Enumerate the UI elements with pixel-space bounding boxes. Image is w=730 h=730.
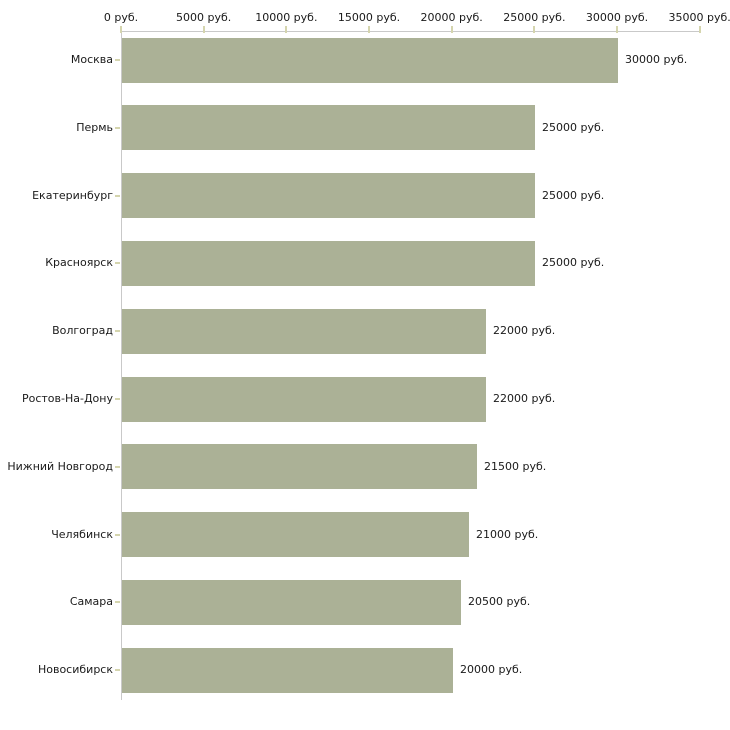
bar-value-label: 25000 руб. bbox=[542, 188, 605, 202]
bar-value-label: 30000 руб. bbox=[625, 53, 688, 66]
x-axis-tick-label: 15000 руб. bbox=[337, 11, 401, 24]
x-axis-tick bbox=[368, 26, 370, 33]
bar bbox=[122, 512, 469, 558]
y-axis-tick bbox=[115, 465, 120, 468]
x-axis-tick-label: 25000 руб. bbox=[503, 11, 566, 24]
category-label: Нижний Новгород bbox=[7, 459, 113, 473]
category-label: Волгоград bbox=[52, 324, 113, 338]
category-label: Пермь bbox=[76, 120, 113, 134]
bar-value-label: 20500 руб. bbox=[468, 595, 531, 609]
bar-value-label: 25000 руб. bbox=[542, 120, 605, 134]
category-label: Челябинск bbox=[51, 527, 113, 541]
bar bbox=[122, 105, 535, 151]
x-axis-tick bbox=[202, 26, 205, 33]
x-axis-tick bbox=[698, 26, 701, 33]
x-axis-tick-label: 20000 руб. bbox=[420, 11, 483, 24]
category-label: Самара bbox=[69, 595, 113, 609]
x-axis-tick bbox=[616, 26, 618, 33]
y-axis-line bbox=[121, 31, 122, 700]
category-label: Новосибирск bbox=[37, 663, 113, 677]
bar bbox=[122, 240, 535, 286]
y-axis-tick bbox=[115, 533, 120, 536]
bar-value-label: 21000 руб. bbox=[476, 527, 539, 541]
bar-value-label: 21500 руб. bbox=[484, 459, 547, 473]
x-axis-tick bbox=[285, 26, 288, 33]
bar bbox=[122, 37, 618, 83]
bar bbox=[122, 173, 535, 219]
category-label: Москва bbox=[70, 53, 113, 66]
bar bbox=[122, 444, 477, 490]
bar-value-label: 25000 руб. bbox=[542, 256, 605, 270]
category-label: Ростов-На-Дону bbox=[21, 392, 113, 405]
x-axis-tick bbox=[120, 26, 122, 33]
x-axis-tick-label: 5000 руб. bbox=[176, 11, 232, 24]
y-axis-tick bbox=[115, 126, 120, 129]
category-label: Екатеринбург bbox=[32, 188, 113, 202]
bar bbox=[122, 579, 461, 625]
bar bbox=[122, 308, 486, 354]
y-axis-tick bbox=[115, 330, 120, 333]
x-axis-tick-label: 35000 руб. bbox=[668, 11, 730, 24]
y-axis-tick bbox=[115, 398, 120, 400]
x-axis-tick bbox=[533, 26, 536, 33]
y-axis-tick bbox=[115, 669, 120, 672]
y-axis-tick bbox=[115, 59, 120, 61]
x-axis-tick bbox=[450, 26, 453, 33]
y-axis-tick bbox=[115, 601, 120, 604]
x-axis-line bbox=[121, 31, 701, 32]
x-axis-tick-label: 10000 руб. bbox=[255, 11, 318, 24]
bar-value-label: 22000 руб. bbox=[493, 392, 556, 405]
y-axis-tick bbox=[115, 262, 120, 265]
y-axis-tick bbox=[115, 194, 120, 197]
bar-value-label: 22000 руб. bbox=[493, 324, 556, 338]
category-label: Красноярск bbox=[45, 256, 113, 270]
bar-value-label: 20000 руб. bbox=[460, 663, 523, 677]
x-axis-tick-label: 30000 руб. bbox=[585, 11, 649, 24]
bar bbox=[122, 647, 453, 693]
bar bbox=[122, 376, 486, 422]
x-axis-tick-label: 0 руб. bbox=[103, 11, 139, 24]
